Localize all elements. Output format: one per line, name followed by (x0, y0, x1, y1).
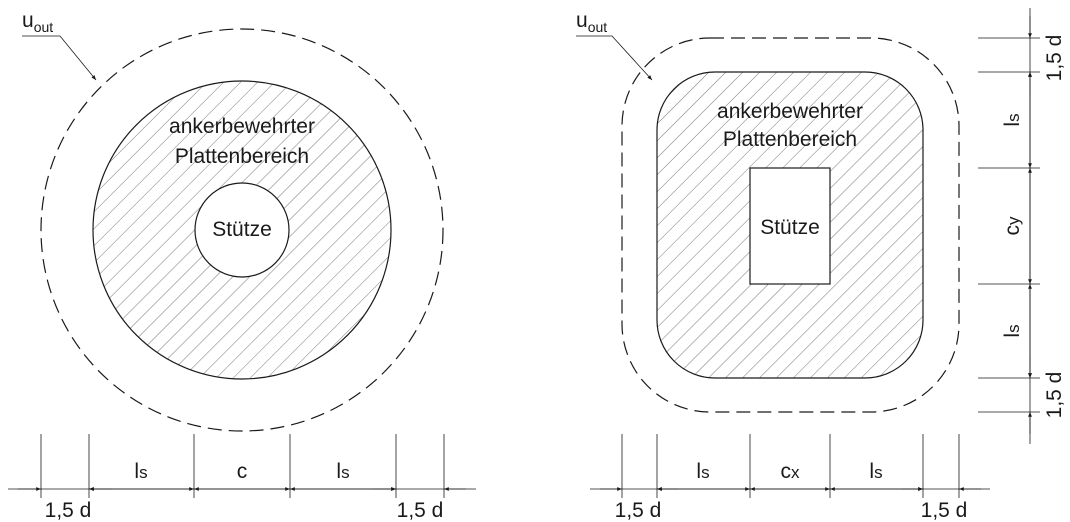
left-perimeter-symbol: u (22, 9, 34, 32)
right-dim-ls-a: ls (696, 460, 709, 483)
right-column (749, 167, 831, 285)
left-column-label: Stütze (212, 218, 272, 241)
right-vdim-1-5d-a: 1,5 d (1043, 35, 1066, 82)
right-control-perimeter (621, 37, 960, 413)
left-control-perimeter (40, 28, 444, 432)
right-figure: ankerbewehrter Plattenbereich Stütze uou… (576, 8, 1066, 522)
right-dim-1-5d-a: 1,5 d (615, 499, 662, 522)
left-figure: ankerbewehrter Plattenbereich Stütze uou… (8, 9, 476, 522)
svg-text:uout: uout (576, 9, 607, 35)
left-perimeter-sub: out (34, 19, 54, 35)
left-dimension-chain: 1,5 d ls c ls 1,5 d (8, 434, 476, 522)
right-vdim-ls-a: ls (1001, 113, 1024, 126)
left-region-label-2: Plattenbereich (175, 145, 309, 168)
right-horizontal-dimension-chain: 1,5 d ls cx ls 1,5 d (590, 434, 990, 522)
right-vdim-cy: cy (1001, 216, 1024, 236)
right-column-label: Stütze (760, 216, 820, 239)
right-perimeter-leader (576, 35, 653, 81)
svg-text:uout: uout (22, 9, 53, 35)
right-vdim-1-5d-b: 1,5 d (1043, 372, 1066, 419)
right-dim-1-5d-b: 1,5 d (921, 499, 968, 522)
right-perimeter-label: uout (576, 9, 653, 81)
right-region-label-1: ankerbewehrter (717, 100, 863, 123)
left-column (194, 182, 290, 278)
left-perimeter-label: uout (22, 9, 97, 81)
left-dim-1-5d-a: 1,5 d (45, 499, 92, 522)
right-perimeter-sub: out (588, 19, 608, 35)
right-perimeter-symbol: u (576, 9, 588, 32)
left-dim-c: c (237, 460, 248, 483)
right-vdim-ls-b: ls (1001, 324, 1024, 337)
right-dim-ls-b: ls (869, 460, 882, 483)
left-dim-ls-a: ls (134, 460, 147, 483)
left-dim-1-5d-b: 1,5 d (397, 499, 444, 522)
right-region-label-2: Plattenbereich (723, 128, 857, 151)
right-vertical-dimension-chain: 1,5 d ls cy ls 1,5 d (978, 8, 1066, 444)
right-dim-cx: cx (781, 460, 801, 483)
left-region-label-1: ankerbewehrter (169, 115, 315, 138)
left-dim-ls-b: ls (336, 460, 349, 483)
left-perimeter-leader (22, 35, 97, 81)
